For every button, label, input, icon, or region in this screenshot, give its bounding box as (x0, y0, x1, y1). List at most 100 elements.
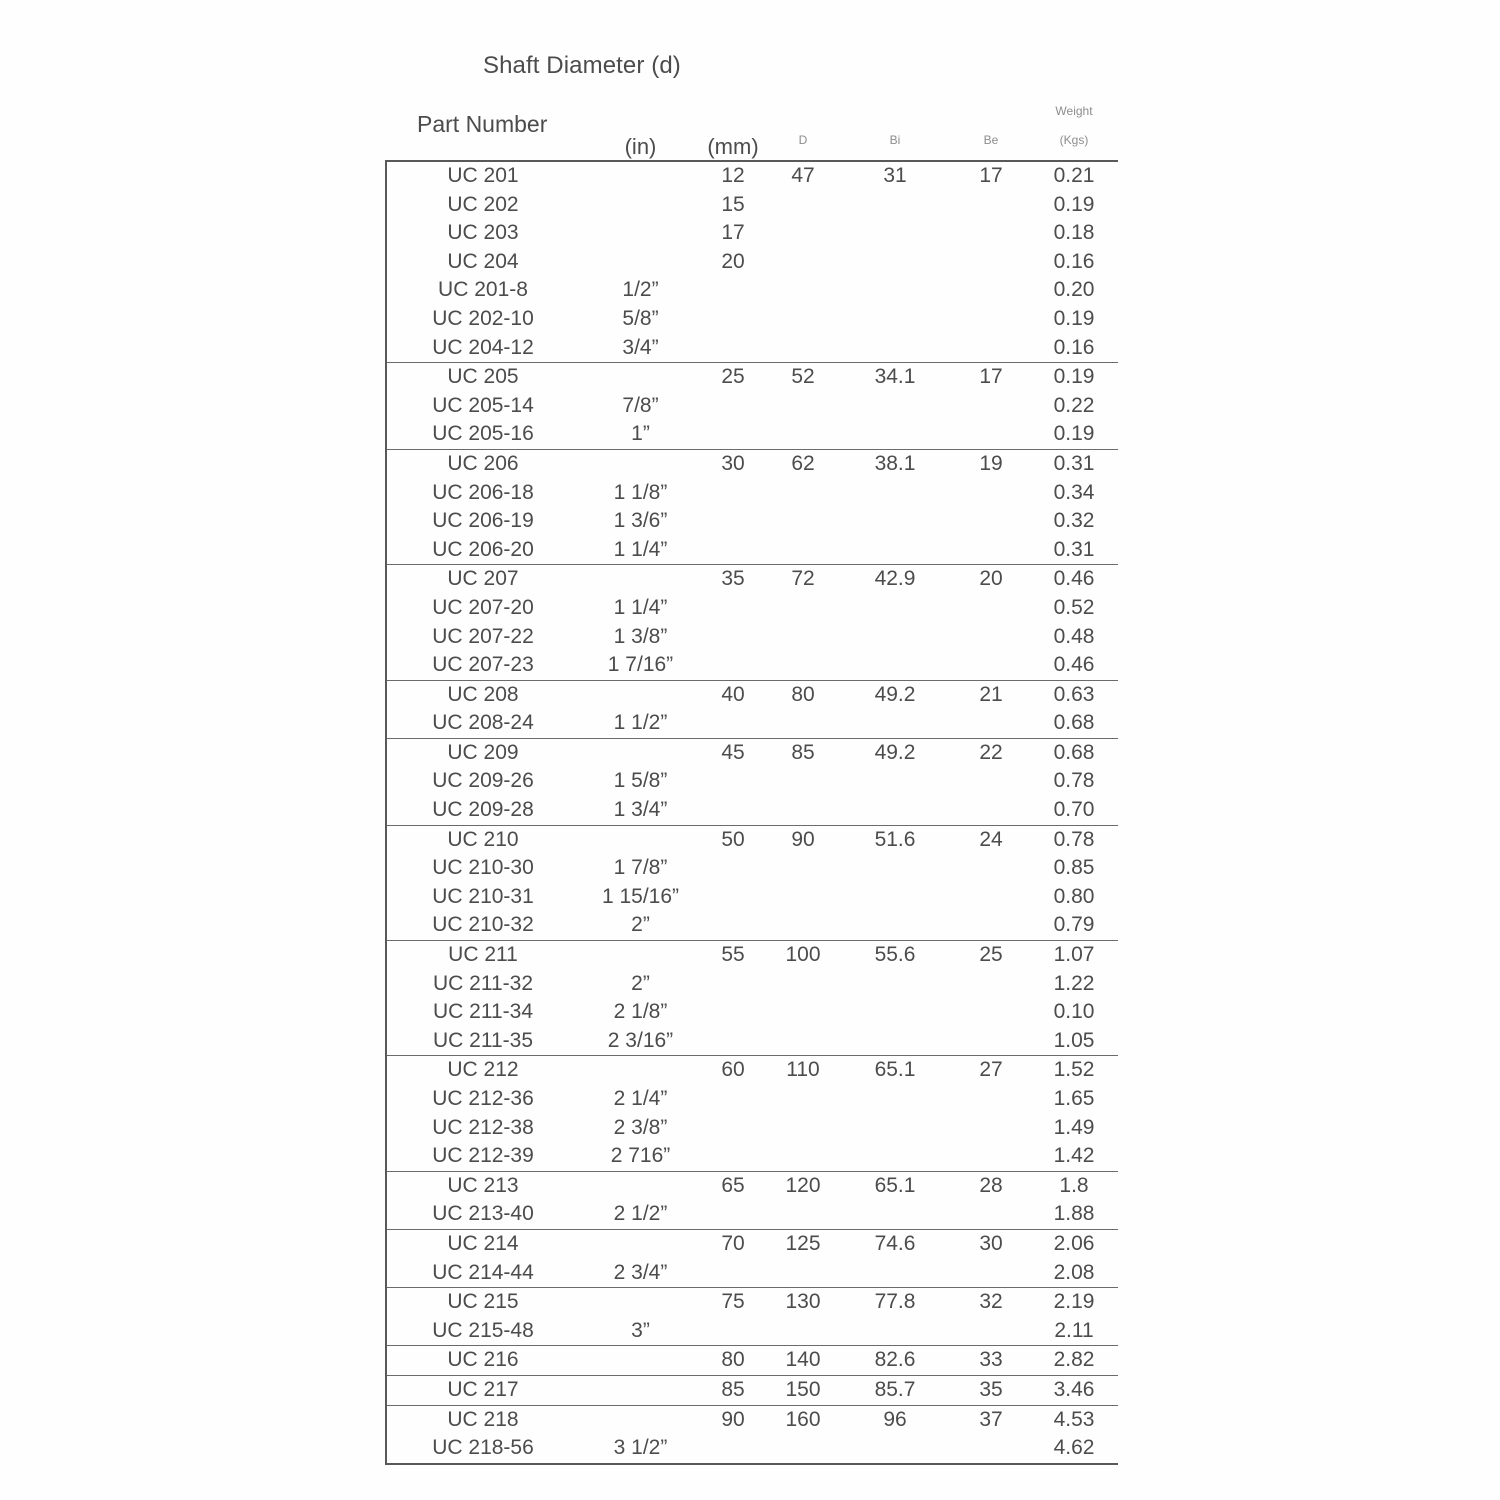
table-block: UC 211 55 100 55.6 25 1.07 UC 211-32 2” 1.22 UC 2… (385, 941, 1118, 1055)
cell-weight: 0.16 (1053, 335, 1095, 359)
cell-part-number: UC 206-19 (432, 509, 534, 533)
cell-weight: 0.48 (1053, 624, 1095, 648)
cell-weight: 4.53 (1053, 1407, 1095, 1431)
table-row[interactable]: UC 202-10 5/8” 0.19 (385, 305, 1118, 334)
cell-bi: 51.6 (874, 827, 916, 851)
cell-be: 17 (979, 164, 1003, 187)
table-row[interactable]: UC 211-32 2” 1.22 (385, 970, 1118, 999)
table-row[interactable]: UC 217 85 150 85.7 35 3.46 (385, 1376, 1118, 1405)
table-row[interactable]: UC 209 45 85 49.2 22 0.68 (385, 739, 1118, 768)
table-row[interactable]: UC 210-32 2” 0.79 (385, 911, 1118, 940)
table-row[interactable]: UC 210 50 90 51.6 24 0.78 (385, 826, 1118, 855)
table-row[interactable]: UC 216 80 140 82.6 33 2.82 (385, 1346, 1118, 1375)
cell-weight: 0.85 (1053, 856, 1095, 880)
table-row[interactable]: UC 209-26 1 5/8” 0.78 (385, 767, 1118, 796)
cell-d: 160 (785, 1407, 821, 1431)
table-row[interactable]: UC 205-16 1” 0.19 (385, 420, 1118, 449)
cell-bi: 34.1 (874, 365, 916, 389)
cell-shaft-diameter-in: 2 3/8” (613, 1115, 668, 1139)
table-header-row: (in) (mm) D Bi Be Weight (Kgs) (385, 98, 1118, 160)
table-row[interactable]: UC 208-24 1 1/2” 0.68 (385, 709, 1118, 738)
cell-weight: 3.46 (1053, 1377, 1095, 1401)
cell-weight: 1.42 (1053, 1144, 1095, 1168)
cell-shaft-diameter-mm: 45 (721, 740, 745, 764)
cell-weight: 0.78 (1053, 827, 1095, 851)
table-row[interactable]: UC 204 20 0.16 (385, 248, 1118, 277)
cell-bi: 65.1 (874, 1173, 916, 1197)
cell-part-number: UC 210-31 (432, 884, 534, 908)
table-row[interactable]: UC 203 17 0.18 (385, 219, 1118, 248)
table-row[interactable]: UC 208 40 80 49.2 21 0.63 (385, 681, 1118, 710)
cell-d: 150 (785, 1377, 821, 1401)
table-row[interactable]: UC 212-38 2 3/8” 1.49 (385, 1114, 1118, 1143)
table-row[interactable]: UC 206-18 1 1/8” 0.34 (385, 479, 1118, 508)
table-row[interactable]: UC 205-14 7/8” 0.22 (385, 392, 1118, 421)
cell-weight: 1.8 (1059, 1173, 1089, 1197)
cell-shaft-diameter-in: 1 1/4” (613, 537, 668, 561)
table-row[interactable]: UC 214 70 125 74.6 30 2.06 (385, 1230, 1118, 1259)
table-row[interactable]: UC 201 12 47 31 17 0.21 (385, 162, 1118, 191)
table-row[interactable]: UC 207-23 1 7/16” 0.46 (385, 651, 1118, 680)
cell-shaft-diameter-in: 2 1/2” (613, 1202, 668, 1226)
cell-shaft-diameter-mm: 12 (721, 164, 745, 187)
table-row[interactable]: UC 213 65 120 65.1 28 1.8 (385, 1172, 1118, 1201)
table-row[interactable]: UC 212-39 2 716” 1.42 (385, 1142, 1118, 1171)
cell-weight: 0.46 (1053, 653, 1095, 677)
table-block: UC 217 85 150 85.7 35 3.46 (385, 1376, 1118, 1405)
table-row[interactable]: UC 206 30 62 38.1 19 0.31 (385, 450, 1118, 479)
table-row[interactable]: UC 210-30 1 7/8” 0.85 (385, 854, 1118, 883)
table-row[interactable]: UC 206-20 1 1/4” 0.31 (385, 536, 1118, 565)
cell-part-number: UC 212-36 (432, 1087, 534, 1110)
cell-part-number: UC 216 (447, 1348, 519, 1372)
cell-part-number: UC 215 (447, 1290, 519, 1314)
table-row[interactable]: UC 215 75 130 77.8 32 2.19 (385, 1288, 1118, 1317)
cell-weight: 0.31 (1053, 451, 1095, 475)
cell-part-number: UC 206 (447, 451, 519, 475)
table-row[interactable]: UC 210-31 1 15/16” 0.80 (385, 883, 1118, 912)
table-row[interactable]: UC 207 35 72 42.9 20 0.46 (385, 565, 1118, 594)
table-row[interactable]: UC 204-12 3/4” 0.16 (385, 334, 1118, 363)
header-weight-unit: (Kgs) (1059, 133, 1089, 147)
table-row[interactable]: UC 212-36 2 1/4” 1.65 (385, 1085, 1118, 1114)
cell-d: 62 (791, 451, 815, 475)
cell-be: 22 (979, 740, 1003, 764)
cell-bi: 77.8 (874, 1290, 916, 1314)
table-row[interactable]: UC 211-35 2 3/16” 1.05 (385, 1027, 1118, 1056)
table-row[interactable]: UC 215-48 3” 2.11 (385, 1317, 1118, 1346)
table-block: UC 216 80 140 82.6 33 2.82 (385, 1346, 1118, 1375)
cell-bi: 85.7 (874, 1377, 916, 1401)
cell-weight: 0.31 (1053, 537, 1095, 561)
table-block: UC 214 70 125 74.6 30 2.06 UC 214-44 2 3/4” 2.08 (385, 1230, 1118, 1287)
table-row[interactable]: UC 207-20 1 1/4” 0.52 (385, 594, 1118, 623)
cell-be: 35 (979, 1377, 1003, 1401)
table-row[interactable]: UC 211-34 2 1/8” 0.10 (385, 998, 1118, 1027)
header-bi: Bi (889, 133, 901, 147)
part-number-column-label: Part Number (417, 111, 548, 137)
page-title: Shaft Diameter (d) (483, 52, 681, 79)
table-row[interactable]: UC 205 25 52 34.1 17 0.19 (385, 363, 1118, 392)
table-row[interactable]: UC 201-8 1/2” 0.20 (385, 276, 1118, 305)
cell-weight: 2.19 (1053, 1290, 1095, 1314)
table-row[interactable]: UC 211 55 100 55.6 25 1.07 (385, 941, 1118, 970)
cell-part-number: UC 210 (447, 827, 519, 851)
table-row[interactable]: UC 218 90 160 96 37 4.53 (385, 1406, 1118, 1435)
table-row[interactable]: UC 212 60 110 65.1 27 1.52 (385, 1056, 1118, 1085)
cell-be: 19 (979, 451, 1003, 475)
table-row[interactable]: UC 202 15 0.19 (385, 191, 1118, 220)
cell-part-number: UC 207-20 (432, 595, 534, 619)
cell-part-number: UC 204-12 (432, 335, 534, 359)
cell-d: 100 (785, 943, 821, 967)
cell-be: 25 (979, 943, 1003, 967)
cell-part-number: UC 209-26 (432, 769, 534, 793)
cell-shaft-diameter-in: 2 3/4” (613, 1260, 668, 1284)
cell-shaft-diameter-mm: 70 (721, 1231, 745, 1255)
block-separator-rule (385, 940, 1118, 942)
table-row[interactable]: UC 207-22 1 3/8” 0.48 (385, 623, 1118, 652)
table-row[interactable]: UC 214-44 2 3/4” 2.08 (385, 1259, 1118, 1288)
table-row[interactable]: UC 218-56 3 1/2” 4.62 (385, 1434, 1118, 1463)
table-row[interactable]: UC 206-19 1 3/6” 0.32 (385, 507, 1118, 536)
cell-shaft-diameter-in: 3” (631, 1318, 650, 1342)
table-block: UC 215 75 130 77.8 32 2.19 UC 215-48 3” 2.11 (385, 1288, 1118, 1345)
table-row[interactable]: UC 213-40 2 1/2” 1.88 (385, 1200, 1118, 1229)
table-row[interactable]: UC 209-28 1 3/4” 0.70 (385, 796, 1118, 825)
